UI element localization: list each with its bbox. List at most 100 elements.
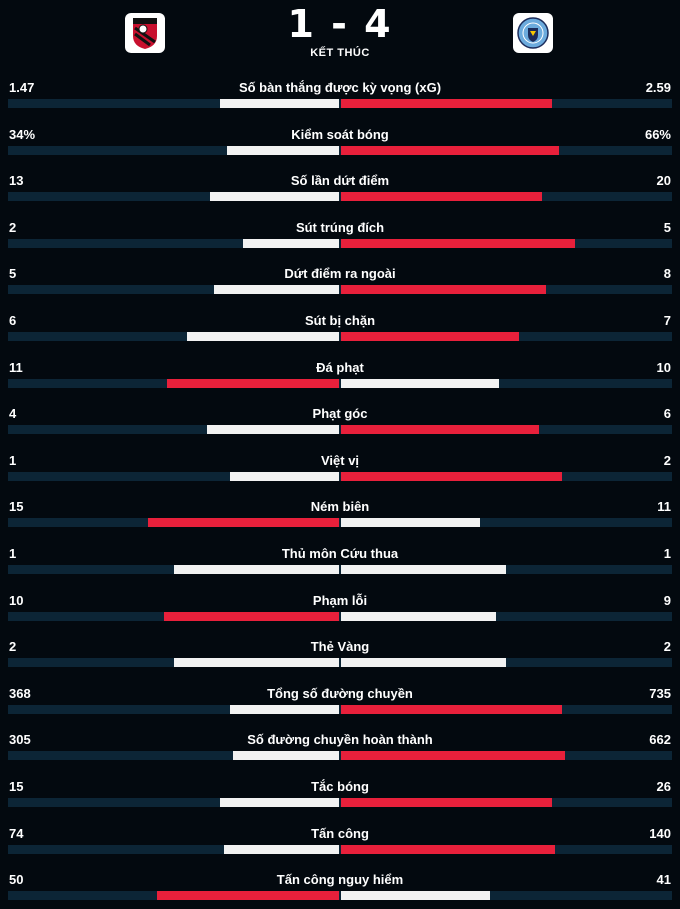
stat-row: 2 Thẻ Vàng 2 bbox=[0, 629, 680, 676]
home-bar bbox=[157, 891, 339, 901]
stat-label: Số đường chuyền hoàn thành bbox=[247, 732, 433, 748]
stat-label: Sút trúng đích bbox=[295, 219, 385, 235]
stat-row: 368 Tổng số đường chuyền 735 bbox=[0, 676, 680, 723]
away-value: 6 bbox=[663, 406, 671, 422]
home-value: 50 bbox=[9, 872, 24, 888]
away-value: 26 bbox=[656, 778, 671, 794]
home-value: 2 bbox=[9, 219, 17, 235]
stat-track bbox=[8, 331, 672, 341]
stat-label: Số bàn thắng được kỳ vọng (xG) bbox=[238, 80, 442, 95]
home-bar bbox=[230, 471, 339, 481]
stat-track bbox=[8, 611, 672, 621]
stat-track bbox=[8, 891, 672, 901]
away-value: 9 bbox=[663, 592, 671, 608]
home-bar bbox=[207, 425, 339, 435]
match-status: KẾT THÚC bbox=[310, 47, 370, 59]
stat-row: 15 Ném biên 11 bbox=[0, 489, 680, 536]
stat-row: 1 Việt vị 2 bbox=[0, 443, 680, 490]
away-bar bbox=[341, 238, 575, 248]
away-value: 41 bbox=[656, 872, 671, 888]
stat-track bbox=[8, 471, 672, 481]
away-bar bbox=[341, 891, 490, 901]
home-value: 15 bbox=[9, 778, 24, 794]
away-value: 662 bbox=[649, 732, 671, 748]
stat-track bbox=[8, 658, 672, 668]
score: 1 - 4 bbox=[287, 2, 393, 46]
stat-label: Tấn công bbox=[311, 825, 369, 841]
home-value: 4 bbox=[9, 406, 17, 422]
home-bar bbox=[210, 192, 339, 202]
home-value: 6 bbox=[9, 312, 17, 328]
away-bar bbox=[341, 564, 506, 574]
away-value: 2 bbox=[663, 452, 671, 468]
stat-label: Phạm lỗi bbox=[312, 592, 368, 608]
home-value: 15 bbox=[9, 499, 24, 515]
away-bar bbox=[341, 751, 565, 761]
away-value: 8 bbox=[663, 266, 671, 282]
away-value: 140 bbox=[649, 825, 671, 841]
stat-label: Tắc bóng bbox=[311, 778, 369, 794]
stat-row: 1.47 Số bàn thắng được kỳ vọng (xG) 2.59 bbox=[0, 70, 680, 117]
away-value: 11 bbox=[657, 499, 671, 515]
home-value: 305 bbox=[9, 732, 31, 748]
home-bar bbox=[174, 658, 339, 668]
stat-label: Sút bị chặn bbox=[304, 312, 376, 328]
stat-label: Dứt điểm ra ngoài bbox=[284, 266, 396, 282]
stat-track bbox=[8, 704, 672, 714]
home-value: 2 bbox=[9, 639, 17, 655]
bournemouth-crest-icon[interactable] bbox=[125, 13, 165, 53]
stat-label: Phạt góc bbox=[312, 406, 368, 422]
away-bar bbox=[341, 285, 546, 295]
home-bar bbox=[164, 611, 339, 621]
stat-row: 10 Phạm lỗi 9 bbox=[0, 583, 680, 630]
stat-track bbox=[8, 797, 672, 807]
man-city-crest-icon[interactable] bbox=[513, 13, 553, 53]
away-value: 20 bbox=[656, 173, 671, 189]
home-bar bbox=[148, 518, 339, 528]
home-value: 368 bbox=[9, 685, 31, 701]
stat-row: 305 Số đường chuyền hoàn thành 662 bbox=[0, 722, 680, 769]
stat-label: Số lần dứt điểm bbox=[290, 173, 390, 189]
stat-row: 4 Phạt góc 6 bbox=[0, 396, 680, 443]
stat-label: Kiểm soát bóng bbox=[291, 126, 389, 142]
home-value: 1.47 bbox=[9, 80, 35, 95]
stat-track bbox=[8, 285, 672, 295]
away-value: 5 bbox=[663, 219, 671, 235]
away-bar bbox=[341, 425, 539, 435]
stat-row: 34% Kiểm soát bóng 66% bbox=[0, 117, 680, 164]
stat-label: Tấn công nguy hiểm bbox=[276, 872, 404, 888]
stat-label: Đá phạt bbox=[316, 359, 364, 375]
home-bar bbox=[233, 751, 339, 761]
home-value: 5 bbox=[9, 266, 17, 282]
away-value: 735 bbox=[649, 685, 671, 701]
match-header: 1 - 4 KẾT THÚC bbox=[0, 0, 680, 70]
away-bar bbox=[341, 797, 552, 807]
stat-label: Ném biên bbox=[310, 499, 370, 515]
stat-track bbox=[8, 145, 672, 155]
away-bar bbox=[341, 611, 496, 621]
home-bar bbox=[167, 378, 339, 388]
home-bar bbox=[214, 285, 339, 295]
home-bar bbox=[230, 704, 339, 714]
stat-track bbox=[8, 564, 672, 574]
away-value: 66% bbox=[644, 126, 671, 142]
stat-track bbox=[8, 238, 672, 248]
home-value: 11 bbox=[9, 359, 23, 375]
stat-label: Thủ môn Cứu thua bbox=[281, 545, 399, 561]
stat-row: 74 Tấn công 140 bbox=[0, 816, 680, 863]
home-value: 74 bbox=[9, 825, 24, 841]
home-value: 10 bbox=[9, 592, 24, 608]
stat-row: 1 Thủ môn Cứu thua 1 bbox=[0, 536, 680, 583]
home-value: 1 bbox=[9, 452, 17, 468]
away-bar bbox=[341, 658, 506, 668]
stat-label: Tổng số đường chuyền bbox=[267, 685, 413, 701]
stat-row: 6 Sút bị chặn 7 bbox=[0, 303, 680, 350]
home-value: 13 bbox=[9, 173, 24, 189]
stat-track bbox=[8, 192, 672, 202]
stat-label: Việt vị bbox=[320, 452, 360, 468]
home-bar bbox=[227, 145, 339, 155]
stat-track bbox=[8, 518, 672, 528]
away-bar bbox=[341, 99, 552, 108]
away-value: 2 bbox=[663, 639, 671, 655]
stat-track bbox=[8, 99, 672, 108]
